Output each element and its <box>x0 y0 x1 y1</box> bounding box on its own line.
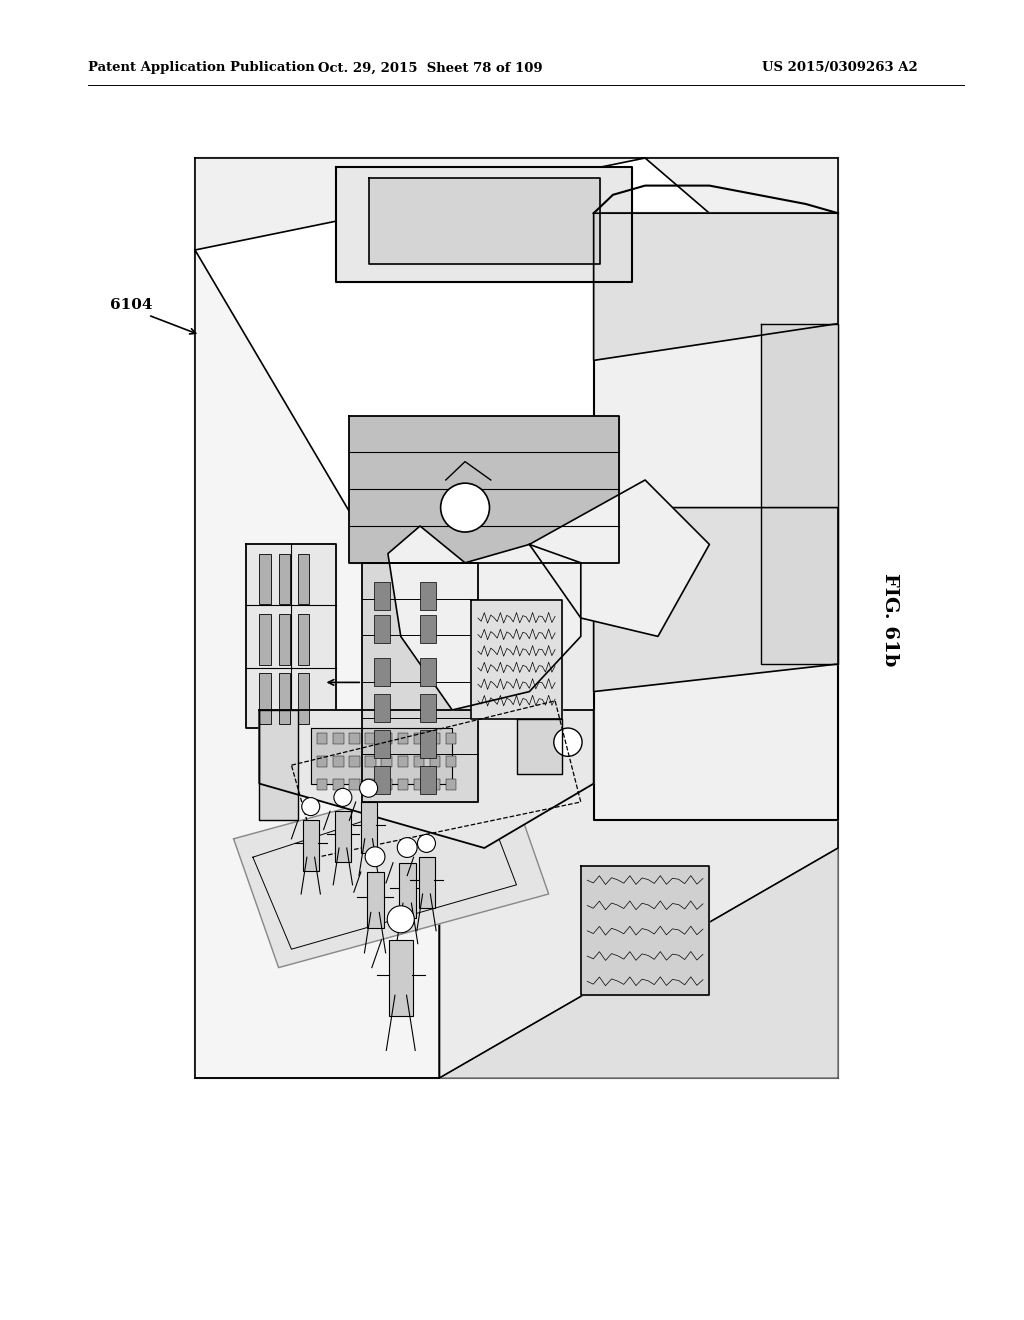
Bar <box>366 733 376 744</box>
Bar <box>374 659 390 686</box>
Bar <box>279 553 290 605</box>
Bar <box>349 779 359 791</box>
Polygon shape <box>349 416 620 562</box>
Polygon shape <box>195 249 439 1078</box>
Bar <box>374 615 390 643</box>
Polygon shape <box>247 544 337 729</box>
Bar <box>414 779 424 791</box>
Bar <box>398 863 417 919</box>
Circle shape <box>334 788 352 807</box>
Polygon shape <box>195 158 838 323</box>
Bar <box>349 756 359 767</box>
Circle shape <box>359 779 378 797</box>
Polygon shape <box>310 729 453 784</box>
Circle shape <box>397 838 417 858</box>
Bar <box>298 553 309 605</box>
Bar <box>397 756 408 767</box>
Bar <box>445 733 456 744</box>
Bar <box>389 940 414 1016</box>
Bar <box>317 779 328 791</box>
Bar <box>397 733 408 744</box>
Polygon shape <box>761 323 838 664</box>
Bar <box>367 873 384 928</box>
Bar <box>366 756 376 767</box>
Polygon shape <box>581 866 710 995</box>
Polygon shape <box>259 710 594 847</box>
Bar <box>420 694 436 722</box>
Bar <box>445 779 456 791</box>
Bar <box>414 733 424 744</box>
Bar <box>366 779 376 791</box>
Bar <box>298 614 309 665</box>
Polygon shape <box>594 214 838 821</box>
Bar <box>374 582 390 610</box>
Polygon shape <box>471 599 561 719</box>
Bar <box>397 779 408 791</box>
Polygon shape <box>195 847 838 1078</box>
Polygon shape <box>439 323 838 1078</box>
Polygon shape <box>362 562 478 803</box>
Bar <box>430 756 440 767</box>
Polygon shape <box>529 480 710 636</box>
Bar <box>303 821 319 871</box>
Bar <box>298 673 309 723</box>
Polygon shape <box>369 178 600 264</box>
Bar <box>333 733 343 744</box>
Bar <box>419 857 435 908</box>
Bar <box>333 779 343 791</box>
Text: FIG. 61b: FIG. 61b <box>881 573 899 667</box>
Bar <box>420 582 436 610</box>
Text: Patent Application Publication: Patent Application Publication <box>88 62 314 74</box>
Text: US 2015/0309263 A2: US 2015/0309263 A2 <box>762 62 918 74</box>
Bar <box>420 730 436 758</box>
Bar <box>420 615 436 643</box>
Bar <box>382 733 392 744</box>
Text: 6104: 6104 <box>110 298 153 312</box>
Bar <box>259 673 271 723</box>
Circle shape <box>554 729 582 756</box>
Polygon shape <box>594 214 838 360</box>
Bar <box>349 733 359 744</box>
Bar <box>279 673 290 723</box>
Bar <box>279 614 290 665</box>
Bar <box>259 553 271 605</box>
Polygon shape <box>516 719 561 775</box>
Bar <box>420 659 436 686</box>
Bar <box>430 733 440 744</box>
Bar <box>430 779 440 791</box>
Text: Oct. 29, 2015  Sheet 78 of 109: Oct. 29, 2015 Sheet 78 of 109 <box>317 62 543 74</box>
Polygon shape <box>594 508 838 692</box>
Bar <box>374 766 390 793</box>
Bar <box>374 694 390 722</box>
Bar <box>317 756 328 767</box>
Bar <box>317 733 328 744</box>
Bar <box>414 756 424 767</box>
Polygon shape <box>259 710 298 821</box>
Polygon shape <box>337 168 632 282</box>
Circle shape <box>302 797 319 816</box>
Bar <box>335 812 351 862</box>
Circle shape <box>366 847 385 867</box>
Bar <box>382 779 392 791</box>
Bar <box>382 756 392 767</box>
Bar <box>374 730 390 758</box>
Bar <box>420 766 436 793</box>
Polygon shape <box>233 766 549 968</box>
Bar <box>333 756 343 767</box>
Circle shape <box>440 483 489 532</box>
Circle shape <box>387 906 415 933</box>
Bar <box>445 756 456 767</box>
Polygon shape <box>388 525 581 710</box>
Bar <box>195 158 838 1078</box>
Bar <box>360 803 377 853</box>
Bar <box>259 614 271 665</box>
Circle shape <box>418 834 435 853</box>
